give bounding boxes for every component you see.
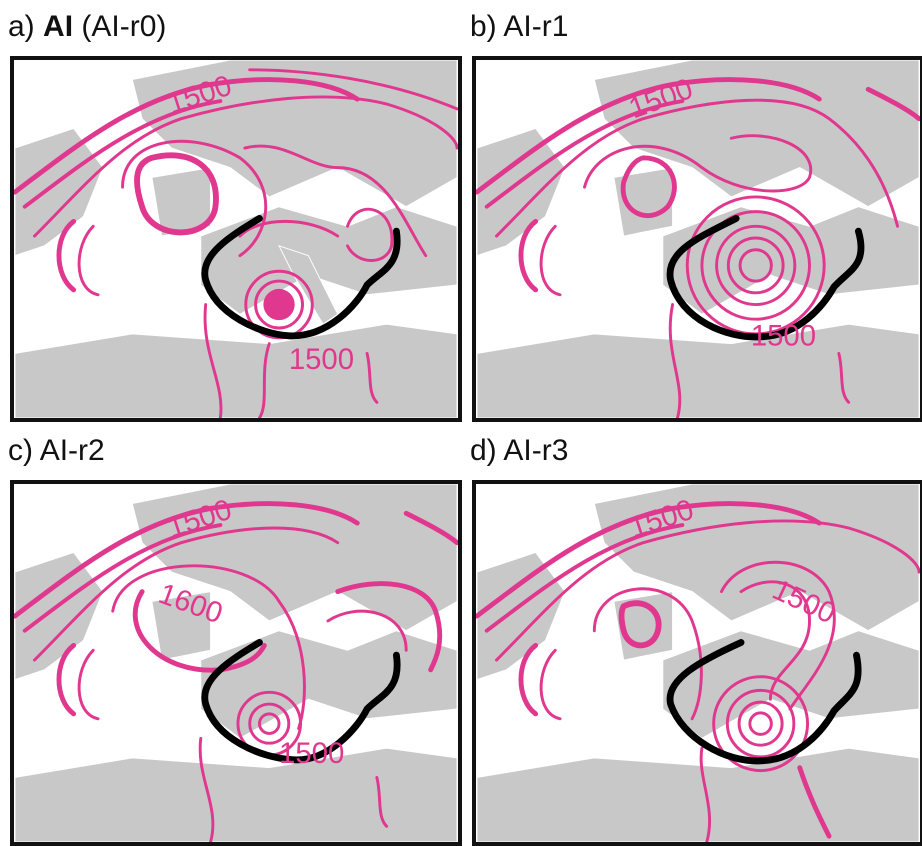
map-a-svg: 1500 1500 bbox=[14, 60, 458, 418]
land-c bbox=[14, 484, 458, 842]
panel-c-run: AI-r2 bbox=[39, 434, 105, 467]
panel-a-run: (AI-r0) bbox=[81, 10, 167, 43]
panel-a-model: AI bbox=[43, 10, 74, 43]
map-panel-a: 1500 1500 bbox=[10, 56, 462, 422]
land-b bbox=[476, 60, 920, 418]
land-d bbox=[476, 484, 920, 842]
boundary-a bbox=[201, 215, 401, 340]
panel-a-prefix: a) bbox=[8, 10, 35, 43]
panel-d-prefix: d) bbox=[470, 434, 497, 467]
contours-d bbox=[476, 501, 920, 842]
panel-b-run: AI-r1 bbox=[503, 10, 569, 43]
contours-c bbox=[14, 501, 458, 842]
boundary-c bbox=[201, 639, 401, 764]
panel-a-title: a) AI (AI-r0) bbox=[8, 12, 166, 42]
map-panel-d: 1500 1500 bbox=[472, 480, 922, 846]
contours-a bbox=[14, 68, 458, 418]
panel-d-run: AI-r3 bbox=[503, 434, 569, 467]
map-c-svg: 1500 1600 1500 bbox=[14, 484, 458, 842]
boundary-b bbox=[666, 215, 865, 341]
contour-label-a-2: 1500 bbox=[289, 343, 354, 376]
map-panel-c: 1500 1600 1500 bbox=[10, 480, 462, 846]
panel-b-prefix: b) bbox=[470, 10, 497, 43]
contour-label-b-2: 1500 bbox=[751, 320, 816, 353]
boundary-d bbox=[666, 639, 862, 765]
panel-c-title: c) AI-r2 bbox=[8, 436, 105, 466]
panel-c-prefix: c) bbox=[8, 434, 33, 467]
panel-d-title: d) AI-r3 bbox=[470, 436, 568, 466]
contour-label-c-3: 1500 bbox=[279, 737, 344, 770]
map-panel-b: 1500 1500 bbox=[472, 56, 922, 422]
land-a bbox=[14, 60, 458, 418]
map-d-svg: 1500 1500 bbox=[476, 484, 920, 842]
panel-b-title: b) AI-r1 bbox=[470, 12, 568, 42]
map-b-svg: 1500 1500 bbox=[476, 60, 920, 418]
